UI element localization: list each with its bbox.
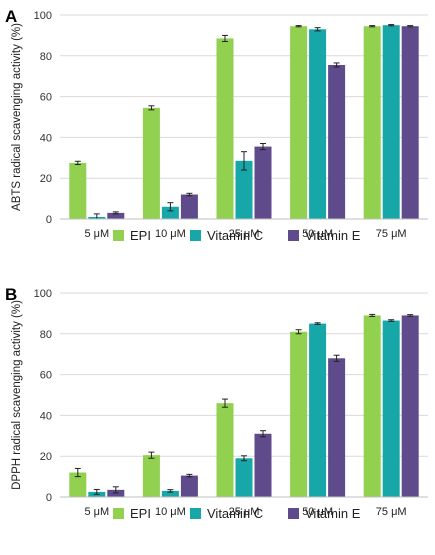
bar: [161, 490, 179, 497]
y-tick-label: 0: [46, 492, 52, 504]
y-tick-label: 60: [40, 92, 52, 104]
bar: [216, 403, 234, 497]
bar: [180, 475, 198, 497]
bar: [382, 320, 400, 497]
legend-label: Vitamin C: [207, 228, 263, 243]
legend-swatch: [113, 508, 124, 519]
y-tick-label: 100: [34, 288, 52, 300]
legend-swatch: [190, 230, 201, 241]
y-tick-label: 20: [40, 451, 52, 463]
bar: [254, 146, 272, 219]
legend-swatch: [288, 230, 299, 241]
bar: [363, 315, 381, 497]
x-tick-label: 50 μM: [302, 228, 333, 240]
x-tick-label: 75 μM: [376, 228, 407, 240]
bar: [309, 29, 327, 220]
bar: [107, 212, 125, 219]
x-tick-label: 50 μM: [302, 506, 333, 518]
y-tick-label: 0: [46, 214, 52, 226]
legend-label: Vitamin E: [305, 228, 361, 243]
legend-swatch: [190, 508, 201, 519]
bar: [290, 331, 308, 497]
bar: [180, 194, 198, 219]
bar: [328, 64, 346, 219]
legend-swatch: [288, 508, 299, 519]
legend-label: EPI: [130, 228, 151, 243]
y-tick-label: 80: [40, 51, 52, 63]
bar: [290, 26, 308, 219]
legend-label: Vitamin C: [207, 506, 263, 521]
bar: [235, 458, 253, 497]
bar: [69, 472, 87, 497]
bar: [216, 38, 234, 220]
bar: [401, 26, 419, 219]
x-tick-label: 25 μM: [229, 506, 260, 518]
y-tick-label: 40: [40, 410, 52, 422]
x-tick-label: 5 μM: [84, 506, 109, 518]
bar: [142, 107, 160, 219]
legend-label: EPI: [130, 506, 151, 521]
bar: [382, 25, 400, 220]
legend-label: Vitamin E: [305, 506, 361, 521]
y-axis-label: DPPH radical scavenging activity (%): [11, 300, 23, 490]
bar: [161, 206, 179, 219]
y-tick-label: 60: [40, 370, 52, 382]
bar: [363, 26, 381, 219]
bar: [107, 489, 125, 497]
panel-letter: A: [5, 7, 17, 26]
bar: [142, 455, 160, 497]
bar: [401, 315, 419, 497]
panel-letter: B: [5, 285, 17, 304]
y-tick-label: 80: [40, 329, 52, 341]
x-tick-label: 75 μM: [376, 506, 407, 518]
bar: [309, 323, 327, 497]
x-tick-label: 10 μM: [155, 506, 186, 518]
x-tick-label: 25 μM: [229, 228, 260, 240]
y-tick-label: 40: [40, 132, 52, 144]
y-tick-label: 100: [34, 10, 52, 22]
bar: [254, 433, 272, 497]
legend-swatch: [113, 230, 124, 241]
bar: [328, 358, 346, 497]
y-axis-label: ABTS radical scavenging activity (%): [11, 23, 23, 211]
x-tick-label: 5 μM: [84, 228, 109, 240]
bar: [69, 162, 87, 219]
bar: [235, 160, 253, 219]
x-tick-label: 10 μM: [155, 228, 186, 240]
y-tick-label: 20: [40, 173, 52, 185]
